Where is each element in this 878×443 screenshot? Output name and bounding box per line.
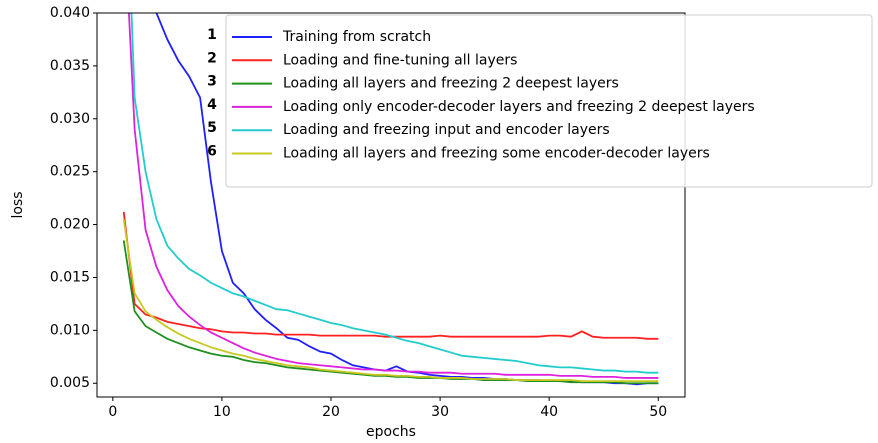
legend-label: Loading only encoder-decoder layers and …	[283, 99, 755, 115]
y-tick-label: 0.025	[50, 164, 90, 180]
y-tick-label: 0.015	[50, 269, 90, 285]
legend-label: Loading all layers and freezing some enc…	[283, 146, 710, 162]
series-line	[130, 13, 659, 374]
y-tick-label: 0.010	[50, 322, 90, 338]
legend-label: Loading and fine-tuning all layers	[283, 52, 517, 68]
legend-label: Training from scratch	[282, 29, 431, 45]
legend-number: 4	[207, 97, 217, 113]
y-tick-label: 0.005	[50, 375, 90, 391]
x-tick-label: 40	[540, 404, 558, 420]
x-tick-label: 20	[322, 404, 340, 420]
legend-box	[225, 14, 873, 188]
legend-label: Loading and freezing input and encoder l…	[283, 122, 610, 138]
legend-number: 2	[207, 50, 217, 66]
y-axis-label: loss	[10, 191, 26, 218]
y-tick-label: 0.040	[50, 5, 90, 21]
legend-number: 1	[207, 27, 217, 43]
x-tick-label: 30	[431, 404, 449, 420]
y-tick-label: 0.020	[50, 217, 90, 233]
x-tick-label: 10	[213, 404, 231, 420]
series-line	[122, 211, 659, 340]
series-line	[128, 13, 659, 379]
legend-number: 6	[207, 144, 217, 160]
y-tick-label: 0.035	[50, 58, 90, 74]
x-tick-label: 0	[108, 404, 117, 420]
x-axis-label: epochs	[366, 424, 416, 440]
x-tick-label: 50	[649, 404, 667, 420]
legend-number: 5	[207, 120, 217, 136]
plot-lines	[122, 13, 659, 386]
series-line	[122, 219, 659, 383]
series-line	[122, 240, 659, 385]
legend-number: 3	[207, 74, 217, 90]
plot-frame	[96, 12, 686, 398]
y-tick-label: 0.030	[50, 111, 90, 127]
legend-label: Loading all layers and freezing 2 deepes…	[283, 76, 619, 92]
